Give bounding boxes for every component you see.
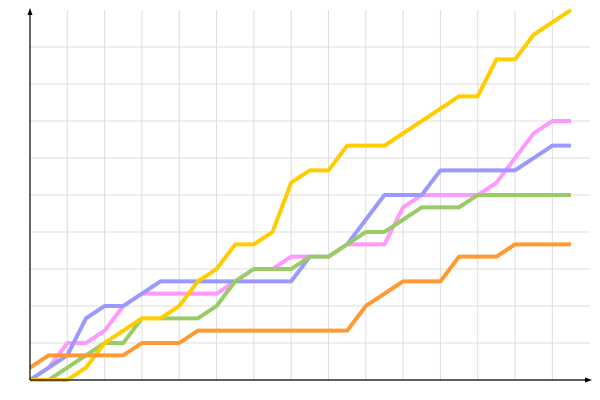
axes xyxy=(27,8,592,383)
x-axis-arrow-icon xyxy=(585,377,592,383)
y-axis-arrow-icon xyxy=(27,8,33,15)
series-group xyxy=(28,8,573,382)
series-line-1 xyxy=(28,119,571,382)
series-line-5 xyxy=(28,242,571,370)
series-line-2 xyxy=(28,143,571,382)
series-line-3 xyxy=(30,193,571,382)
series-line-4 xyxy=(30,8,573,382)
